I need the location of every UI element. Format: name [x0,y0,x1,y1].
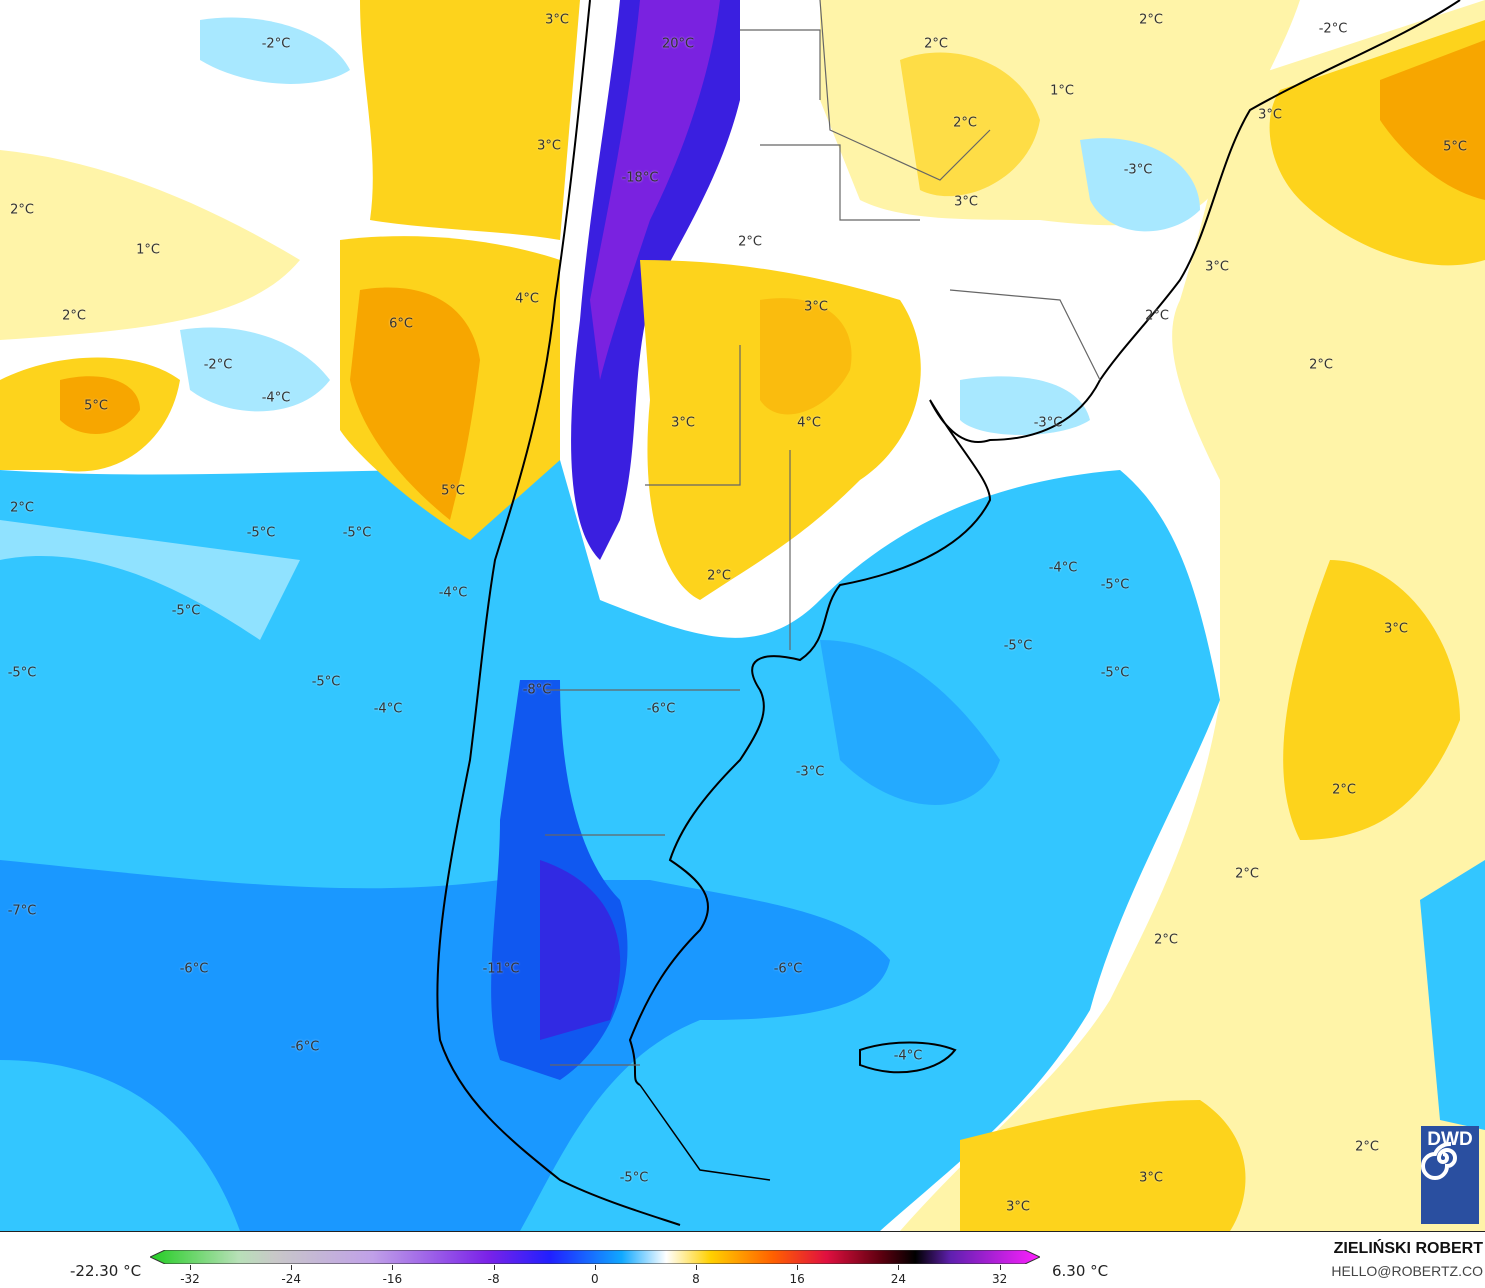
temperature-label: -5°C [1003,638,1033,654]
temperature-label: 4°C [797,415,821,431]
temperature-label: 2°C [1154,932,1178,948]
temperature-label: -4°C [893,1048,923,1064]
temperature-label: 3°C [1384,621,1408,637]
temperature-label: -5°C [311,674,341,690]
temperature-label: -11°C [482,961,520,977]
colorbar-tick-label: 8 [692,1272,700,1286]
colorbar-tick-mark [999,1265,1001,1270]
colorbar-tick-mark [493,1265,495,1270]
temperature-label: 3°C [954,194,978,210]
temperature-label: -6°C [290,1039,320,1055]
temperature-label: -3°C [1033,415,1063,431]
temperature-map[interactable]: 3°C -2°C 20°C 2°C 2°C -2°C 1°C 2°C 3°C 3°C -18°C -3… [0,0,1485,1231]
dwd-logo-text: DWD [1427,1129,1473,1150]
colorbar-tick-mark [291,1265,293,1270]
temperature-label: -5°C [171,603,201,619]
falkland-islands [859,1041,957,1074]
colorbar [150,1250,1040,1264]
temperature-label: -5°C [7,665,37,681]
colorbar-tick-mark [797,1265,799,1270]
temperature-label: -6°C [646,701,676,717]
footer: -22.30 °C -32 -24 -16 -8 0 8 16 24 32 6.30 °C ZI… [0,1231,1485,1288]
temperature-label: -2°C [1318,21,1348,37]
temperature-label: 3°C [671,415,695,431]
temperature-label: -5°C [342,525,372,541]
temperature-label: -5°C [246,525,276,541]
temperature-label: 3°C [545,12,569,28]
colorbar-tick-label: 16 [789,1272,805,1286]
spiral-icon [1421,1141,1457,1180]
colorbar-tick-label: -16 [382,1272,403,1286]
temperature-label: -4°C [373,701,403,717]
colorbar-tick-label: -8 [487,1272,500,1286]
temperature-label: -5°C [619,1170,649,1186]
colorbar-tick-label: 0 [590,1272,599,1286]
temperature-label: 5°C [1443,139,1467,155]
temperature-label: 2°C [1355,1139,1379,1155]
colorbar-tick-label: -32 [180,1272,200,1286]
temperature-label: 2°C [924,36,948,52]
temperature-label: 2°C [1309,357,1333,373]
temperature-label: -8°C [522,682,552,698]
temperature-label: 20°C [661,36,695,52]
colorbar-max-label: 6.30 °C [1052,1262,1109,1280]
colorbar-tick-label: -24 [281,1272,301,1286]
temperature-label: 1°C [136,242,160,258]
temperature-label: -4°C [1048,560,1078,576]
temperature-label: 3°C [1006,1199,1030,1215]
temperature-label: -5°C [1100,577,1130,593]
temperature-label: 2°C [1235,866,1259,882]
temperature-label: 2°C [1139,12,1163,28]
temperature-label: 2°C [10,202,34,218]
temperature-label: 2°C [1332,782,1356,798]
colorbar-tick-label: 24 [890,1272,907,1286]
temperature-label: 5°C [84,398,108,414]
temperature-label: -6°C [773,961,803,977]
temperature-label: 2°C [953,115,977,131]
map-shading [0,0,1485,1231]
temperature-label: -2°C [261,36,291,52]
colorbar-tick-mark [898,1265,900,1270]
temperature-label: -4°C [438,585,468,601]
temperature-label: 2°C [62,308,86,324]
temperature-label: 2°C [738,234,762,250]
temperature-label: 5°C [441,483,465,499]
temperature-label: 2°C [1145,308,1169,324]
dwd-logo: DWD [1421,1126,1479,1224]
temperature-label: 2°C [707,568,731,584]
author-email: HELLO@ROBERTZ.CO [1331,1263,1483,1279]
temperature-label: 3°C [537,138,561,154]
colorbar-tick-mark [190,1265,191,1270]
temperature-label: 4°C [515,291,539,307]
colorbar-tick-mark [594,1265,596,1270]
colorbar-tick-label: 32 [991,1272,1008,1286]
temperature-label: 3°C [1139,1170,1163,1186]
temperature-label: 1°C [1050,83,1074,99]
temperature-label: -7°C [7,903,37,919]
temperature-label: -3°C [795,764,825,780]
temperature-label: -5°C [1100,665,1130,681]
colorbar-min-label: -22.30 °C [70,1262,142,1280]
east-coastline [628,0,1461,1086]
temperature-label: 3°C [1205,259,1229,275]
temperature-label: -4°C [261,390,291,406]
temperature-label: -18°C [621,170,659,186]
temperature-label: 3°C [1258,107,1282,123]
temperature-label: -2°C [203,357,233,373]
colorbar-tick-mark [392,1265,394,1270]
colorbar-tick-mark [696,1265,697,1270]
temperature-label: 2°C [10,500,34,516]
temperature-label: 6°C [389,316,413,332]
coastline [436,0,681,1226]
author-credit: ZIELIŃSKI ROBERT [1333,1240,1483,1257]
temperature-label: -3°C [1123,162,1153,178]
temperature-label: 3°C [804,299,828,315]
temperature-label: -6°C [179,961,209,977]
